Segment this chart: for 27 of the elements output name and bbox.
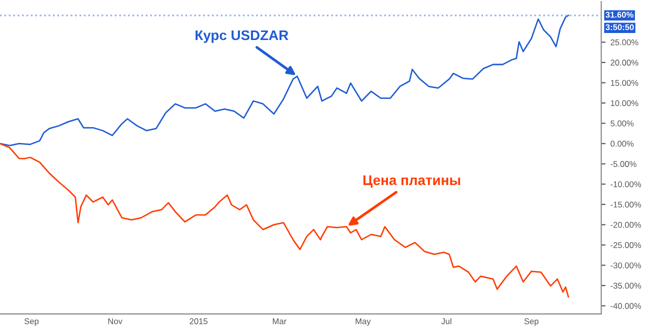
line-series [0,14,570,146]
x-tick-label: 2015 [190,318,208,324]
ref-line-label: 31.60% [606,12,634,18]
y-tick-label: -40.00% [610,303,642,309]
x-tick-label: Sep [24,318,39,326]
x-tick-label: Sep [524,318,538,326]
x-tick-label: Jul [441,318,452,324]
y-tick-label: -30.00% [610,262,642,268]
annotation: Цена платины [363,175,460,188]
y-tick-label: -35.00% [610,282,642,289]
y-tick-label: -25.00% [610,242,642,248]
y-tick-label: -5.00% [610,161,636,167]
y-tick-label: 25.00% [610,39,638,46]
y-tick-label: 15.00% [610,80,638,86]
y-tick-label: 5.00% [610,120,634,126]
annotation: Курс USDZAR [196,30,288,43]
x-tick-label: Nov [108,318,122,324]
y-tick-label: -10.00% [610,181,642,188]
y-tick-label: 20.00% [610,60,638,66]
y-tick-label: 10.00% [610,100,638,106]
y-tick-label: -20.00% [610,222,642,228]
x-tick-label: May [356,318,371,326]
y-tick-label: -15.00% [610,202,642,208]
text: 3:50:50 [606,24,634,30]
line-series [0,142,570,298]
y-tick-label: 0.00% [610,140,634,147]
x-tick-label: Mar [272,318,286,324]
